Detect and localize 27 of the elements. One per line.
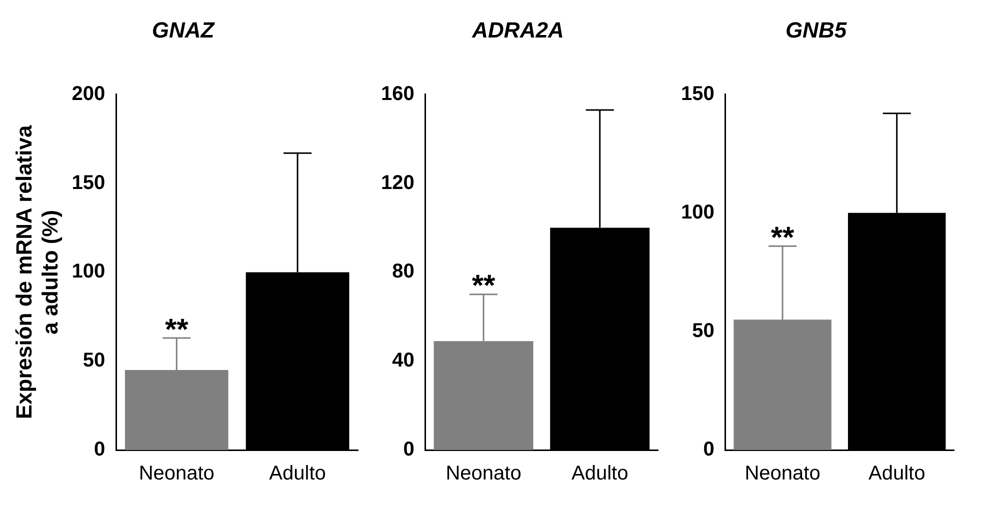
y-tick-label: 150 (72, 172, 106, 194)
chart-title: GNB5 (785, 17, 848, 42)
y-axis-title: Expresión de mRNA relativa a adulto (%) (11, 124, 63, 420)
annotation: ** (472, 270, 496, 303)
y-tick-label: 150 (680, 82, 714, 105)
x-tick-label: Adulto (571, 462, 628, 485)
chart-title: GNAZ (152, 17, 216, 42)
y-tick-label: 120 (380, 172, 414, 194)
y-tick-label: 0 (94, 438, 106, 461)
y-tick-label: 0 (403, 438, 414, 461)
x-tick-label: Neonato (446, 462, 522, 485)
chart-title: ADRA2A (471, 17, 564, 42)
annotation: ** (164, 313, 189, 346)
x-tick-label: Neonato (744, 462, 820, 485)
x-tick-label: Adulto (868, 462, 926, 485)
y-tick-label: 160 (380, 82, 414, 105)
y-tick-label: 80 (392, 260, 414, 283)
y-tick-label: 100 (72, 260, 106, 283)
y-tick-label: 40 (392, 350, 414, 372)
y-tick-label: 50 (82, 350, 106, 372)
y-tick-label: 100 (680, 201, 714, 224)
annotation: ** (770, 221, 795, 254)
x-tick-label: Adulto (269, 462, 326, 485)
x-tick-label: Neonato (138, 462, 214, 485)
y-tick-label: 50 (692, 320, 714, 342)
y-tick-label: 200 (72, 82, 106, 105)
y-tick-label: 0 (703, 438, 714, 461)
